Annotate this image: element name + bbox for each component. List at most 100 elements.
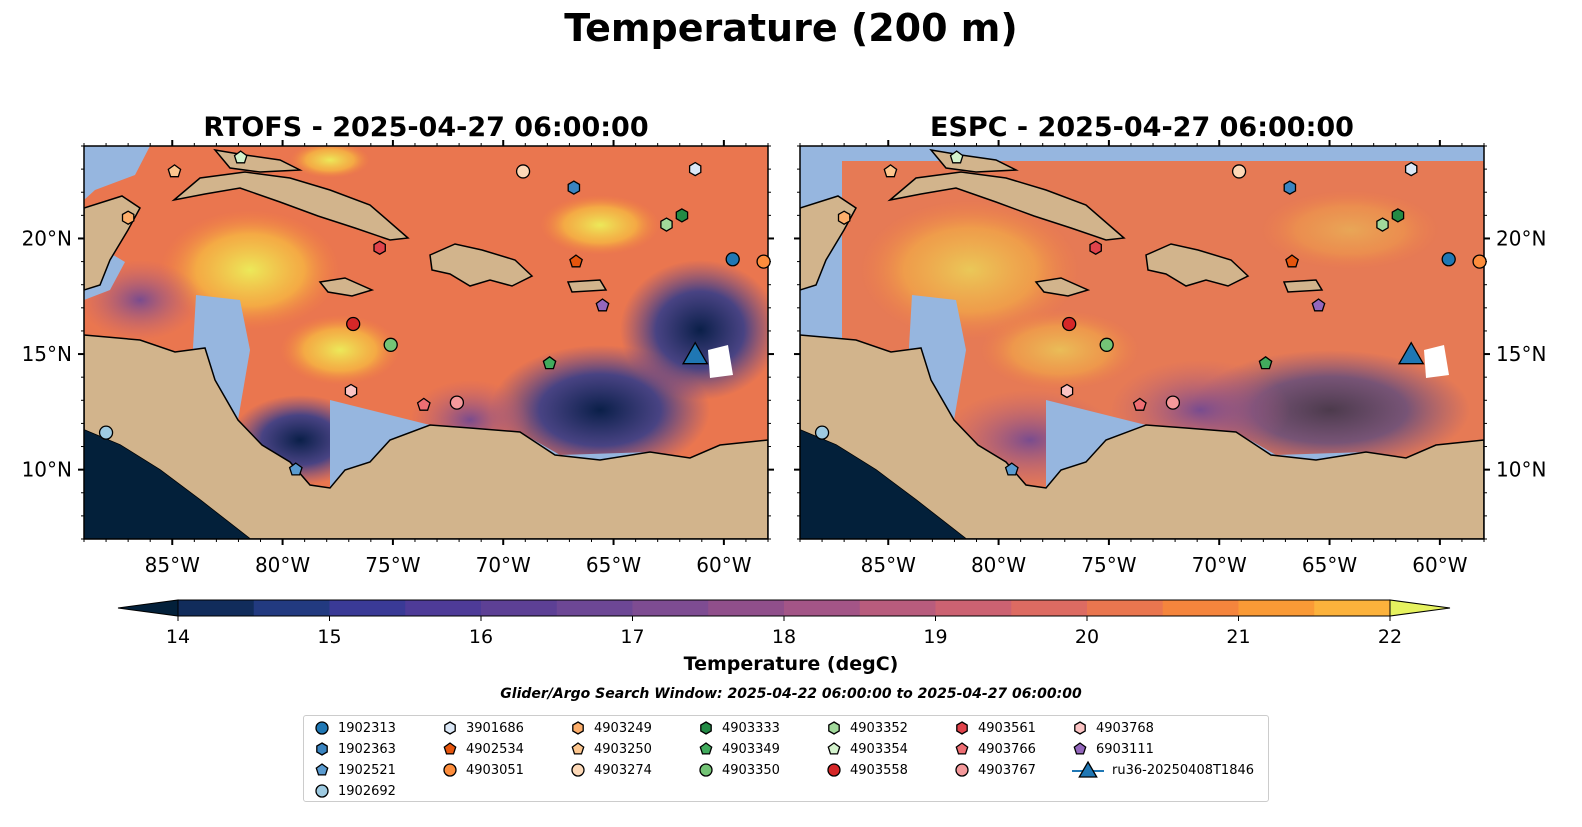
circle-icon [315, 784, 329, 798]
rtofs-map [84, 146, 768, 539]
colorbar-bin [708, 600, 785, 616]
legend-item: 4903354 [826, 739, 908, 759]
hexagon-icon [316, 742, 328, 756]
colorbar-bin [632, 600, 709, 616]
float-marker-4903333 [1391, 208, 1405, 223]
legend-label: 3901686 [466, 720, 524, 736]
colorbar-tick-label: 14 [166, 626, 190, 648]
lon-tick-label: 60°W [1412, 553, 1467, 577]
legend-marker [1078, 760, 1098, 778]
lon-tick-label: 85°W [145, 553, 200, 577]
legend-label: 4903333 [722, 720, 780, 736]
legend-item: 4903249 [570, 718, 652, 738]
hexagon-icon [828, 721, 840, 735]
legend-marker [828, 721, 840, 735]
lat-tick-label: 10°N [1496, 458, 1546, 482]
legend-marker [1073, 742, 1087, 755]
float-marker-4903250 [167, 164, 182, 178]
float-marker-4902534 [1285, 254, 1299, 268]
legend-label: 4903250 [594, 741, 652, 757]
espc-map [800, 146, 1484, 539]
hexagon-icon [572, 721, 584, 735]
float-marker-1902692 [814, 425, 830, 440]
colorbar-bin [1087, 600, 1164, 616]
legend-marker [315, 763, 329, 776]
triangle-icon [1072, 760, 1104, 778]
legend-label: 4903349 [722, 741, 780, 757]
float-marker-4903352 [1376, 217, 1389, 232]
legend-marker [699, 742, 713, 755]
colorbar-bin [481, 600, 558, 616]
pentagon-icon [699, 742, 713, 755]
legend-item: 6903111 [1072, 739, 1154, 759]
float-marker-6903111 [595, 298, 610, 312]
float-marker-4903561 [1089, 240, 1102, 255]
legend-marker [700, 721, 712, 735]
colorbar-tick-label: 19 [923, 626, 947, 648]
float-marker-4903768 [1060, 383, 1074, 399]
lon-tick-label: 85°W [861, 553, 916, 577]
colorbar-tick-label: 21 [1226, 626, 1250, 648]
circle-icon [571, 763, 585, 777]
float-marker-4903561 [373, 240, 386, 255]
legend-item: 1902692 [314, 781, 396, 801]
colorbar-label: Temperature (degC) [683, 653, 899, 675]
lat-tick-label: 10°N [22, 458, 72, 482]
hexagon-icon [700, 721, 712, 735]
legend-label: 4903274 [594, 762, 652, 778]
float-marker-4903249 [837, 210, 851, 225]
legend-marker [955, 742, 969, 755]
pentagon-icon [443, 742, 457, 755]
legend-label: 1902313 [338, 720, 396, 736]
float-marker-4903767 [449, 395, 465, 410]
float-marker-4903766 [1132, 397, 1147, 411]
float-marker-4903352 [660, 217, 673, 232]
float-marker-4903250 [883, 164, 898, 178]
lat-tick-label: 20°N [22, 226, 72, 250]
float-marker-4903051 [756, 254, 771, 269]
legend-item: 4903333 [698, 718, 780, 738]
legend-marker [443, 742, 457, 755]
float-marker-4902534 [569, 254, 583, 268]
legend-label: 1902363 [338, 741, 396, 757]
lon-tick-label: 65°W [1302, 553, 1357, 577]
float-marker-4903558 [346, 316, 361, 332]
panel-title-rtofs: RTOFS - 2025-04-27 06:00:00 [203, 112, 649, 143]
legend-item: 4903767 [954, 760, 1036, 780]
colorbar-bin [1011, 600, 1088, 616]
legend-item: 3901686 [442, 718, 524, 738]
legend-marker [955, 763, 969, 777]
legend-item: 4903274 [570, 760, 652, 780]
pentagon-icon [827, 742, 841, 755]
legend-item: 4903352 [826, 718, 908, 738]
float-marker-1902313 [1441, 252, 1456, 267]
float-marker-1902521 [1004, 462, 1019, 476]
colorbar-extend-max [1389, 599, 1451, 617]
legend-item: 4903768 [1072, 718, 1154, 738]
legend-marker [827, 742, 841, 755]
legend-marker [316, 742, 328, 756]
float-marker-4903768 [344, 383, 358, 399]
legend-item: 1902363 [314, 739, 396, 759]
lon-tick-label: 75°W [1081, 553, 1136, 577]
float-marker-3901686 [688, 161, 702, 177]
legend-label: 4903768 [1096, 720, 1154, 736]
legend-item: 4902534 [442, 739, 524, 759]
legend-label: 4903561 [978, 720, 1036, 736]
colorbar-bin [1238, 600, 1315, 616]
lon-tick-label: 75°W [365, 553, 420, 577]
colorbar-bin [859, 600, 936, 616]
lon-tick-label: 60°W [696, 553, 751, 577]
legend-label: 4903558 [850, 762, 908, 778]
lon-tick-label: 70°W [1192, 553, 1247, 577]
legend-marker [315, 721, 329, 735]
legend-item: 4903349 [698, 739, 780, 759]
float-marker-1902313 [725, 252, 740, 267]
legend-marker [315, 784, 329, 798]
colorbar-bin [1162, 600, 1239, 616]
legend-marker [956, 721, 968, 735]
legend-marker [572, 721, 584, 735]
hexagon-icon [1074, 721, 1086, 735]
pentagon-icon [955, 742, 969, 755]
legend-item: 1902521 [314, 760, 396, 780]
